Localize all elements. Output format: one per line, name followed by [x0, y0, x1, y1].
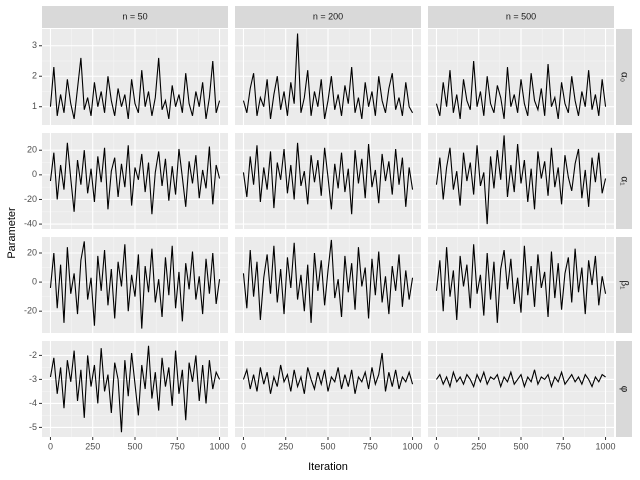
strip — [616, 237, 632, 333]
x-tick-label: 250 — [278, 441, 293, 451]
y-tick-label: 3 — [32, 40, 37, 50]
x-tick-label: 250 — [85, 441, 100, 451]
trace-line — [49, 345, 221, 433]
y-tick-label: -20 — [24, 306, 37, 316]
strip-label: n = 200 — [313, 11, 343, 21]
x-tick-label: 1000 — [596, 441, 616, 451]
trace-line — [435, 244, 607, 323]
trace-line — [49, 241, 221, 329]
trace-line — [49, 142, 221, 215]
y-tick-label: -4 — [29, 398, 37, 408]
trace-line — [242, 352, 414, 394]
strip — [616, 341, 632, 437]
y-tick-label: 0 — [32, 169, 37, 179]
trace-line — [435, 60, 607, 119]
trace-line — [242, 239, 414, 323]
strip — [428, 6, 614, 28]
y-tick-label: 2 — [32, 71, 37, 81]
strip-label: n = 50 — [122, 11, 147, 21]
y-tick-label: 0 — [32, 276, 37, 286]
x-tick-label: 750 — [556, 441, 571, 451]
x-tick-label: 0 — [241, 441, 246, 451]
y-tick-label: -3 — [29, 374, 37, 384]
strip — [616, 133, 632, 229]
y-tick-label: 20 — [27, 247, 37, 257]
trace-line — [435, 135, 607, 225]
y-tick-label: 1 — [32, 101, 37, 111]
y-tick-label: 20 — [27, 145, 37, 155]
trace-line — [242, 142, 414, 215]
y-tick-label: -5 — [29, 422, 37, 432]
y-axis-title: Parameter — [6, 207, 18, 259]
trace-line — [242, 33, 414, 120]
x-tick-label: 1000 — [403, 441, 423, 451]
x-tick-label: 750 — [363, 441, 378, 451]
strip-label: α₀ — [618, 72, 629, 82]
trace-line — [436, 369, 606, 389]
x-tick-label: 1000 — [210, 441, 230, 451]
x-axis-title: Iteration — [308, 461, 348, 473]
strip-label: α₁ — [618, 176, 629, 186]
x-tick-label: 500 — [127, 441, 142, 451]
x-tick-label: 0 — [48, 441, 53, 451]
y-tick-label: -2 — [29, 350, 37, 360]
strip-label: φ — [618, 386, 629, 393]
x-tick-label: 0 — [434, 441, 439, 451]
x-tick-label: 500 — [513, 441, 528, 451]
strip — [235, 6, 421, 28]
y-tick-label: -40 — [24, 218, 37, 228]
x-tick-label: 250 — [471, 441, 486, 451]
x-tick-label: 500 — [320, 441, 335, 451]
strip — [616, 29, 632, 125]
strip-label: n = 500 — [506, 11, 536, 21]
trace-line — [49, 57, 221, 120]
x-tick-label: 750 — [170, 441, 185, 451]
strip-label: β₁ — [618, 280, 629, 290]
y-tick-label: -20 — [24, 194, 37, 204]
strip — [42, 6, 228, 28]
